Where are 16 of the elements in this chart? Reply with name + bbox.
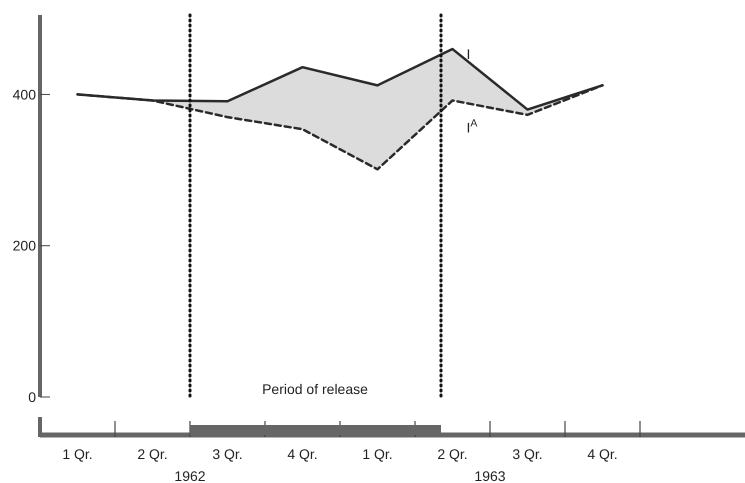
- x-tick-label: 4 Qr.: [587, 446, 618, 462]
- x-tick-label: 3 Qr.: [212, 446, 243, 462]
- series-label: I$^{A}$: [466, 117, 478, 136]
- x-tick-label: 2 Qr.: [437, 446, 468, 462]
- series-label: I: [466, 46, 470, 62]
- y-tick-label: 400: [12, 86, 36, 102]
- x-tick-label: 1 Qr.: [362, 446, 393, 462]
- text: 1962: [174, 468, 206, 483]
- x-tick-label: 1 Qr.: [62, 446, 93, 462]
- x-tick-label: 2 Qr.: [137, 446, 168, 462]
- y-tick-label: 200: [12, 238, 36, 254]
- text: 1963: [474, 468, 506, 483]
- annotation: Period of release: [262, 381, 368, 397]
- x-tick-label: 3 Qr.: [512, 446, 543, 462]
- y-tick-label: 0: [28, 389, 36, 405]
- x-tick-label: 4 Qr.: [287, 446, 318, 462]
